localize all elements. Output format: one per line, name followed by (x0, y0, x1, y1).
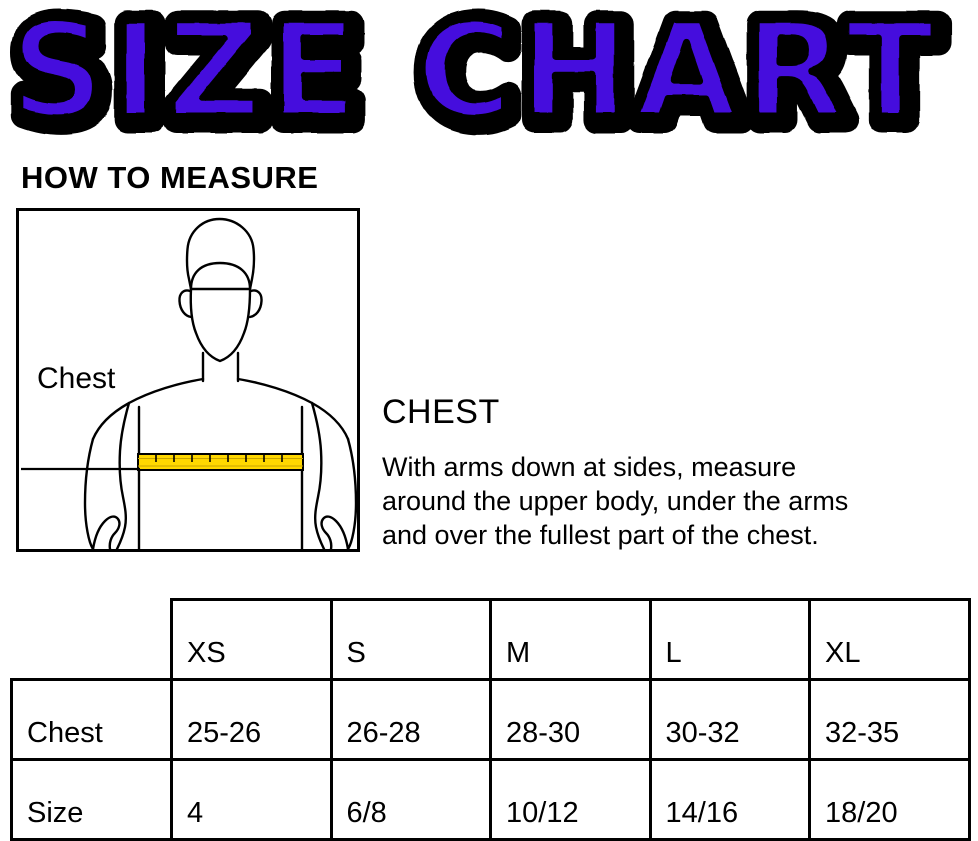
chest-description-body: With arms down at sides, measure around … (382, 450, 970, 552)
title-artwork: SIZE CHART SIZE CHART (1, 0, 952, 150)
chest-measuring-tape (137, 453, 304, 471)
chest-description-block: CHEST With arms down at sides, measure a… (382, 392, 970, 552)
body-figure-illustration (21, 217, 357, 549)
cell-size-m: 10/12 (489, 758, 652, 841)
left-ear (178, 289, 193, 319)
chest-description-heading: CHEST (382, 393, 500, 431)
chest-callout-label: Chest (37, 362, 116, 395)
cell-chest-l: 30-32 (648, 678, 811, 761)
table-header-row: XS S M L XL (12, 598, 971, 681)
table-corner-cell (12, 600, 172, 680)
cell-size-xs: 4 (170, 758, 333, 841)
tape-ticks (155, 455, 283, 462)
how-to-measure-heading: HOW TO MEASURE (21, 160, 319, 195)
hairline (189, 261, 252, 291)
row-label-size: Size (10, 758, 173, 841)
size-chart-table-wrapper: XS S M L XL Chest 25-26 26-28 28-30 30-3… (10, 598, 971, 841)
table-header-s: S (329, 598, 492, 681)
cell-chest-xl: 32-35 (808, 678, 971, 761)
table-row: Chest 25-26 26-28 28-30 30-32 32-35 (10, 678, 971, 761)
chest-callout: Chest (37, 363, 247, 409)
title-outline: SIZE CHART (14, 0, 945, 150)
left-arm-inner (115, 401, 131, 549)
table-row: Size 4 6/8 10/12 14/16 18/20 (10, 758, 971, 841)
cell-size-s: 6/8 (329, 758, 492, 841)
page-title: SIZE CHART SIZE CHART (0, 0, 978, 150)
cell-chest-m: 28-30 (489, 678, 652, 761)
table-header-m: M (489, 598, 652, 681)
right-arm-inner (310, 401, 326, 549)
cell-size-xl: 18/20 (808, 758, 971, 841)
table-header-xs: XS (170, 598, 333, 681)
measure-illustration-box: Chest (16, 208, 360, 552)
face-jaw (189, 287, 252, 363)
description-line-2: around the upper body, under the arms (382, 486, 849, 516)
head-outline (185, 217, 256, 291)
left-arm-outer (83, 437, 95, 549)
title-fill: SIZE CHART (10, 0, 941, 148)
description-line-3: and over the fullest part of the chest. (382, 520, 819, 550)
cell-chest-xs: 25-26 (170, 678, 333, 761)
description-line-1: With arms down at sides, measure (382, 452, 797, 482)
right-hand (320, 515, 350, 549)
table-header-xl: XL (808, 598, 971, 681)
table-header-l: L (648, 598, 811, 681)
right-ear (248, 289, 263, 319)
right-shoulder (236, 377, 350, 441)
cell-size-l: 14/16 (648, 758, 811, 841)
cell-chest-s: 26-28 (329, 678, 492, 761)
right-arm-outer (346, 437, 357, 549)
left-hand (91, 515, 121, 549)
row-label-chest: Chest (10, 678, 173, 761)
size-chart-table: XS S M L XL Chest 25-26 26-28 28-30 30-3… (10, 598, 971, 841)
